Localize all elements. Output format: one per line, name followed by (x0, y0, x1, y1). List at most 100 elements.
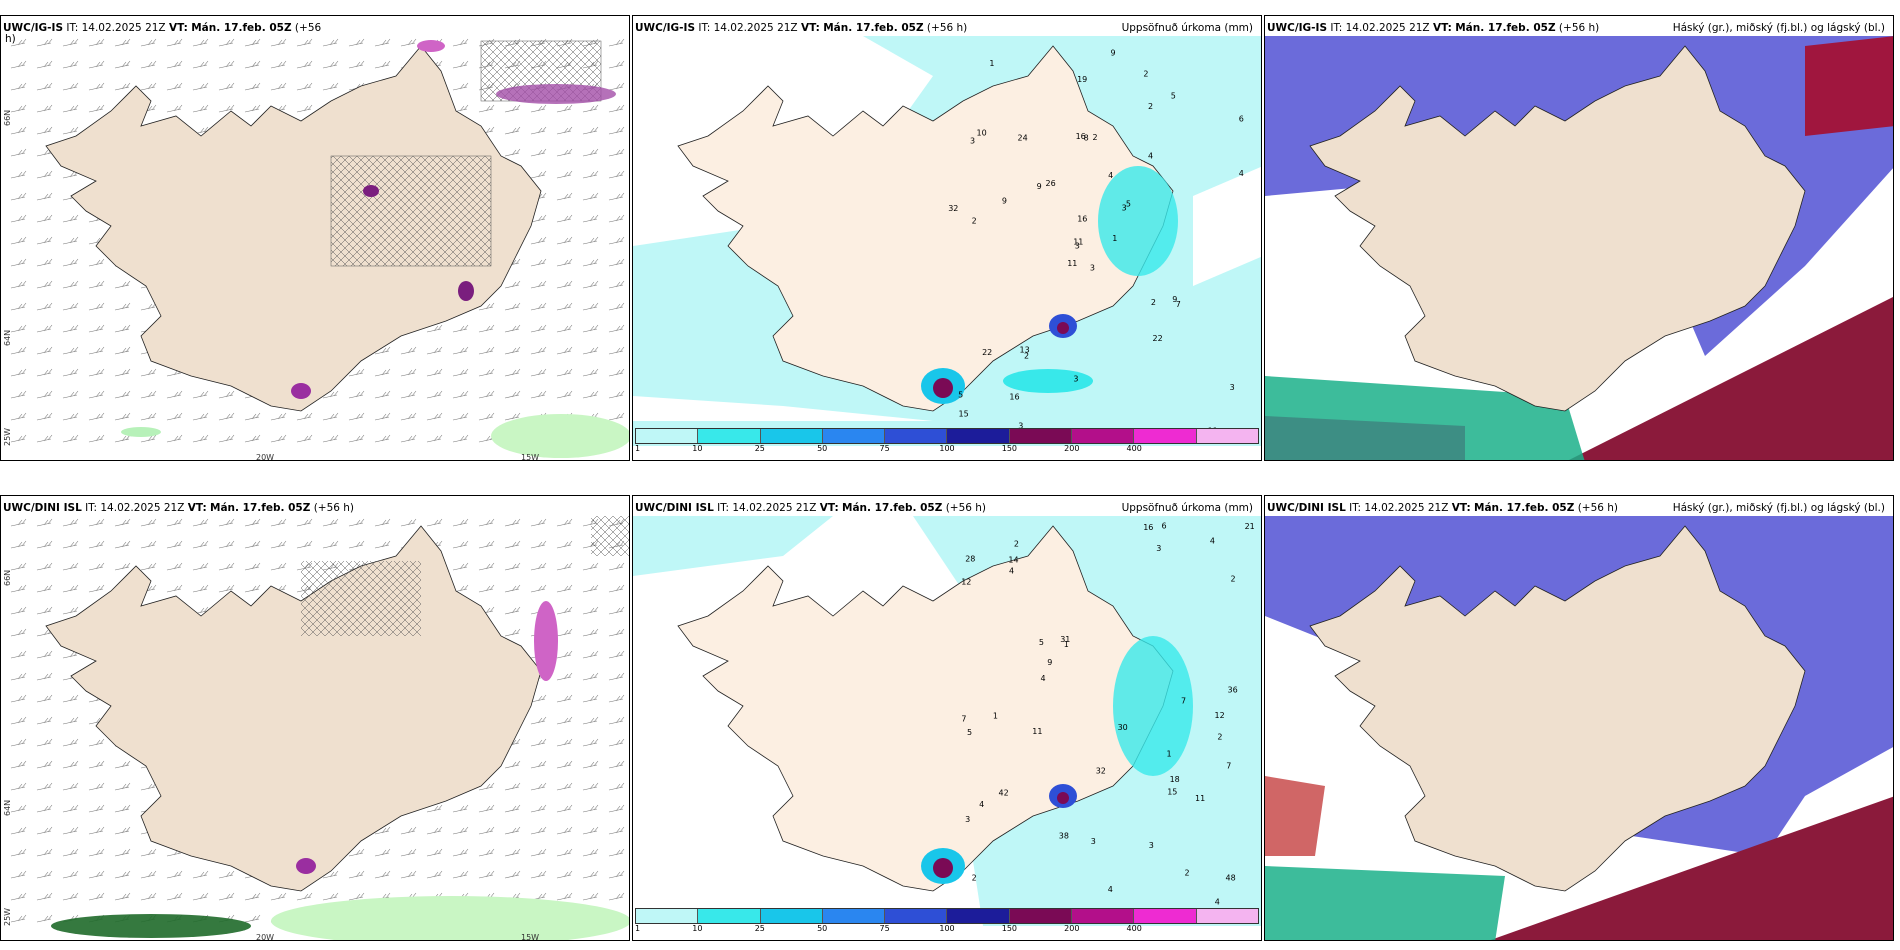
precip-value: 4 (1148, 151, 1153, 160)
wind-barb (62, 716, 79, 725)
wind-barb (452, 434, 469, 443)
colorbar-swatch (1009, 429, 1073, 443)
wind-barb (244, 412, 261, 421)
iceland-landmass (45, 45, 542, 412)
field-name: Uppsöfnuð úrkoma (mm) (1121, 502, 1253, 514)
wind-barb (582, 104, 599, 113)
wind-barb (88, 738, 105, 747)
valid-time: Mán. 17.feb. 05Z (210, 502, 311, 514)
wind-barb (556, 870, 573, 879)
panel-top-left: UWC/IG-IS IT: 14.02.2025 21Z VT: Mán. 17… (0, 15, 630, 461)
wind-barb (556, 716, 573, 725)
wind-barb (114, 412, 131, 421)
wind-barb (556, 804, 573, 813)
wind-barb (348, 848, 365, 857)
wind-barb (10, 892, 27, 901)
wind-barb (62, 236, 79, 245)
wind-barb (270, 60, 287, 69)
wind-barb (608, 694, 625, 703)
lead-time: (+56 (294, 22, 322, 34)
wind-barb (62, 434, 79, 443)
wind-barb (244, 82, 261, 91)
wind-barb (244, 518, 261, 527)
precip-value: 22 (982, 348, 992, 357)
lat-label-25w: 25W (3, 427, 12, 446)
precip-blobs (51, 601, 629, 940)
wind-barb (62, 518, 79, 527)
wind-barb (478, 346, 495, 355)
precip-value: 1 (989, 59, 994, 68)
model-name: UWC/IG-IS (1267, 22, 1328, 34)
precip-value: 19 (1077, 75, 1087, 84)
precip-value: 3 (1230, 383, 1235, 392)
wind-barb (374, 412, 391, 421)
wind-barb (478, 584, 495, 593)
wind-barb (36, 650, 53, 659)
wind-barb (374, 346, 391, 355)
colorbar-swatch (947, 429, 1010, 443)
wind-barb (374, 368, 391, 377)
it-label: IT: (66, 22, 79, 34)
panel-title: UWC/IG-IS IT: 14.02.2025 21Z VT: Mán. 17… (635, 22, 1257, 34)
wind-barb (218, 540, 235, 549)
wind-barb (582, 562, 599, 571)
wind-barb (556, 390, 573, 399)
wind-barb (296, 104, 313, 113)
wind-barb (478, 324, 495, 333)
wind-barb (10, 804, 27, 813)
low-cloud (1265, 416, 1465, 460)
wind-barb (192, 104, 209, 113)
wind-barb (608, 390, 625, 399)
wind-barb (296, 540, 313, 549)
wind-barb (608, 104, 625, 113)
wind-barb (10, 192, 27, 201)
wind-barb (374, 38, 391, 47)
wind-barb (10, 214, 27, 223)
wind-barb (62, 562, 79, 571)
wind-barb (348, 38, 365, 47)
wind-barb (192, 584, 209, 593)
wind-barb (400, 434, 417, 443)
init-time: 14.02.2025 21Z (1345, 22, 1430, 34)
wind-barb (608, 848, 625, 857)
wind-barb (114, 782, 131, 791)
wind-barb (10, 390, 27, 399)
wind-barb (608, 280, 625, 289)
it-label: IT: (1330, 22, 1343, 34)
wind-barb (504, 848, 521, 857)
wind-barb (10, 518, 27, 527)
wind-barb (452, 562, 469, 571)
wind-barb (166, 434, 183, 443)
precip-value: 2 (1151, 298, 1156, 307)
wind-barb (322, 60, 339, 69)
wind-barb (114, 302, 131, 311)
wind-barb (140, 82, 157, 91)
wind-barb (608, 804, 625, 813)
wind-barb (478, 368, 495, 377)
wind-barb (270, 82, 287, 91)
hatched-regions (301, 516, 629, 636)
wind-barb (10, 368, 27, 377)
wind-barb (88, 892, 105, 901)
colorbar-tick-label: 1 (635, 444, 641, 453)
wind-barb (114, 390, 131, 399)
wind-barb (88, 368, 105, 377)
colorbar-tick-label: 150 (1001, 444, 1018, 453)
wind-barb (166, 38, 183, 47)
wind-barb (36, 760, 53, 769)
wind-barb (556, 148, 573, 157)
wind-barb (608, 368, 625, 377)
precip-value: 3 (1090, 263, 1095, 272)
wind-barb (426, 518, 443, 527)
wind-barb (218, 390, 235, 399)
field-name: Uppsöfnuð úrkoma (mm) (1121, 22, 1253, 34)
wind-barb (36, 848, 53, 857)
precip-value: 5 (1039, 638, 1044, 647)
precip-value: 12 (1215, 711, 1225, 720)
lead-time: (+56 h) (1577, 502, 1619, 514)
wind-barb (114, 38, 131, 47)
precip-value: 13 (1020, 346, 1030, 355)
wind-barb (530, 148, 547, 157)
wind-barb (36, 192, 53, 201)
wind-barb (504, 870, 521, 879)
